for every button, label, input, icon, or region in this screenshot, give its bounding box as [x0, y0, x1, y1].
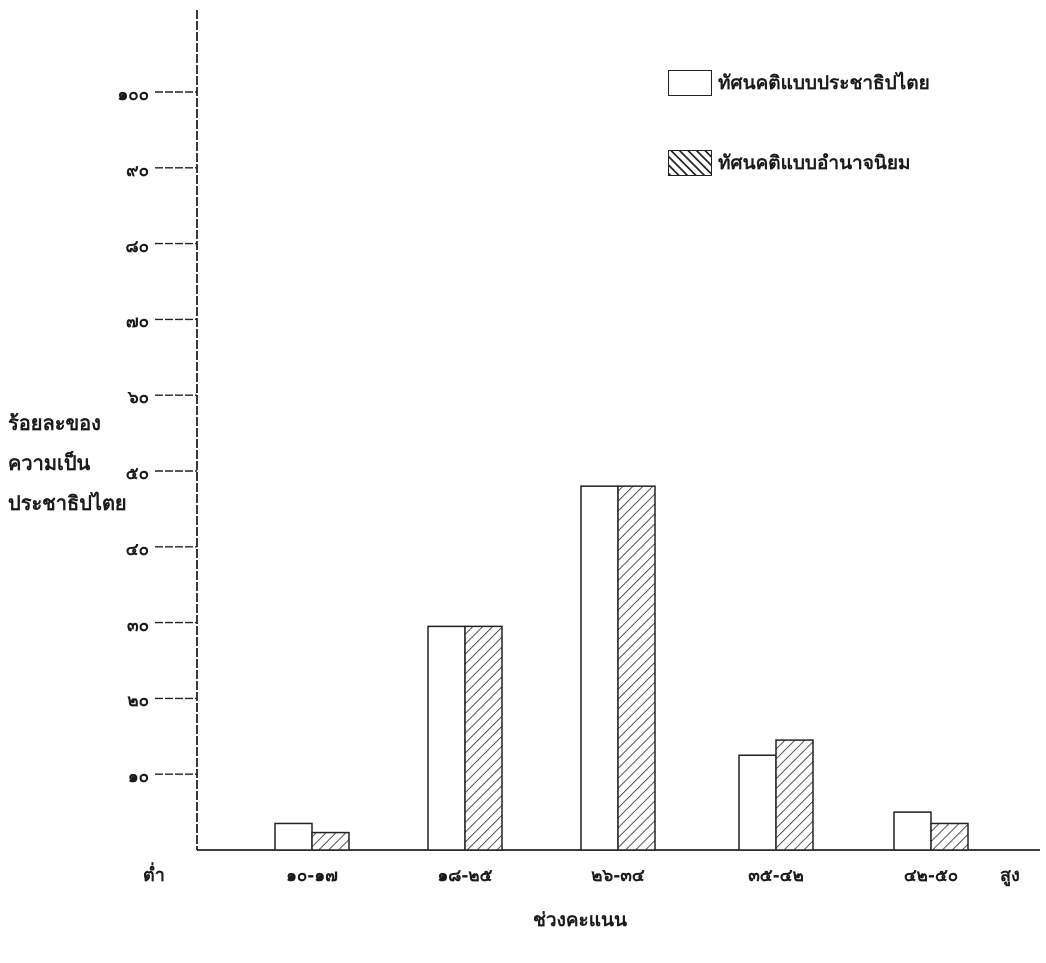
y-axis-label-line-1: ร้อยละของ — [8, 411, 101, 435]
bar-democratic-3 — [738, 754, 777, 851]
y-tick-label: ๒๐ — [127, 691, 149, 712]
bar-democratic-4 — [893, 811, 932, 851]
bar-authoritarian-4 — [930, 822, 969, 851]
x-axis-label: ช่วงคะแนน — [533, 909, 627, 931]
bar-authoritarian-2 — [617, 485, 656, 851]
x-axis-high-label: สูง — [1000, 865, 1020, 886]
bar-democratic-2 — [580, 485, 619, 851]
y-tick-label: ๑๐๐ — [117, 85, 149, 105]
x-tick-label: ๓๕-๔๒ — [748, 866, 804, 886]
legend-item-democratic: ทัศนคติแบบประชาธิปไตย — [668, 68, 930, 98]
chart-bars — [274, 485, 969, 851]
x-tick-label: ๑๘-๒๕ — [437, 866, 493, 886]
x-tick-label: ๑๐-๑๗ — [286, 866, 338, 886]
y-tick-label: ๔๐ — [125, 539, 149, 560]
bar-authoritarian-1 — [464, 625, 503, 851]
x-axis-low-label: ต่ำ — [143, 865, 165, 886]
x-tick-label: ๔๒-๕๐ — [903, 866, 959, 886]
bar-authoritarian-0 — [311, 831, 350, 851]
x-tick-label: ๒๖-๓๔ — [591, 866, 645, 886]
y-tick-label: ๓๐ — [127, 615, 149, 636]
y-tick-label: ๙๐ — [126, 160, 149, 181]
bar-democratic-1 — [427, 625, 466, 851]
y-tick-label: ๗๐ — [125, 312, 149, 333]
y-tick-label: ๕๐ — [125, 464, 149, 484]
bar-democratic-0 — [274, 822, 313, 851]
y-axis-label-line-3: ประชาธิปไตย — [8, 491, 127, 515]
y-tick-label: ๖๐ — [127, 388, 149, 409]
legend-item-authoritarian: ทัศนคติแบบอำนาจนิยม — [668, 148, 911, 178]
legend-label-authoritarian: ทัศนคติแบบอำนาจนิยม — [718, 152, 911, 174]
bar-authoritarian-3 — [775, 739, 814, 851]
legend-label-democratic: ทัศนคติแบบประชาธิปไตย — [718, 72, 930, 94]
y-axis-label-line-2: ความเป็น — [8, 451, 91, 475]
y-tick-label: ๘๐ — [125, 236, 150, 257]
y-tick-label: ๑๐ — [127, 767, 149, 788]
legend-swatch-hatched — [668, 150, 712, 176]
legend-swatch-white — [668, 70, 712, 96]
